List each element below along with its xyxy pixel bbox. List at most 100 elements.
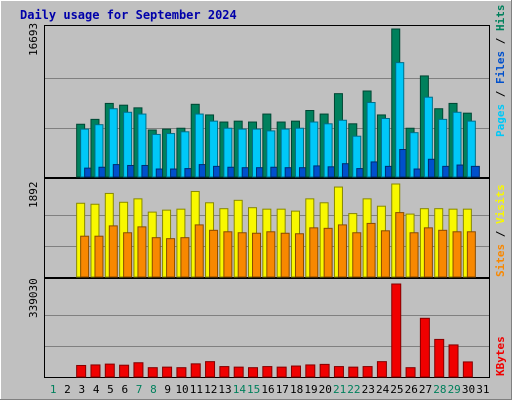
x-tick-label: 17 <box>276 383 289 396</box>
bar-kbytes-day-30 <box>462 361 473 378</box>
x-tick-label: 16 <box>261 383 274 396</box>
bar-kbytes-day-24 <box>376 361 387 378</box>
bar-kbytes-day-3 <box>76 364 87 378</box>
bar-sites-day-11 <box>194 224 204 278</box>
plot-bg-kbytes <box>44 278 490 378</box>
bar-sites-day-29 <box>452 231 462 278</box>
x-tick-label: 31 <box>476 383 489 396</box>
bar-kbytes-day-6 <box>119 364 130 378</box>
x-tick-label: 29 <box>448 383 461 396</box>
bar-kbytes-day-16 <box>262 366 273 378</box>
x-tick-label: 26 <box>405 383 418 396</box>
max-label-visits-sites: 1892 <box>27 182 40 209</box>
x-tick-label: 3 <box>78 383 85 396</box>
bar-sites-day-26 <box>409 232 419 278</box>
x-axis-labels: 1 2 3 4 5 6 7 8 9 10 11 12 13 14 15 16 17 18 19 20 21 22 23 24 2… <box>50 383 490 396</box>
bar-kbytes-day-22 <box>348 366 359 378</box>
bar-sites-day-25 <box>395 212 405 278</box>
bar-kbytes-day-19 <box>305 364 316 378</box>
bar-kbytes-day-11 <box>190 363 201 378</box>
x-tick-label: 20 <box>319 383 332 396</box>
axis-legend-visits-sites: Sites / Visits <box>494 184 507 277</box>
bar-sites-day-30 <box>466 231 476 278</box>
legend-sep-3: / <box>494 224 507 244</box>
bar-sites-day-8 <box>151 237 161 278</box>
bar-kbytes-day-27 <box>419 317 430 378</box>
bar-kbytes-day-8 <box>147 367 158 378</box>
x-tick-label: 12 <box>204 383 217 396</box>
legend-pages: Pages <box>494 104 507 137</box>
x-tick-label: 23 <box>362 383 375 396</box>
bar-kbytes-day-14 <box>233 366 244 378</box>
x-tick-label: 4 <box>93 383 100 396</box>
x-tick-label: 24 <box>376 383 390 396</box>
bar-kbytes-day-29 <box>448 344 459 378</box>
bar-sites-day-24 <box>380 230 390 278</box>
bar-kbytes-day-15 <box>248 367 259 378</box>
bar-sites-day-6 <box>123 232 133 278</box>
bar-kbytes-day-7 <box>133 362 144 378</box>
bar-kbytes-day-9 <box>162 366 173 378</box>
bar-sites-day-9 <box>166 238 176 278</box>
axis-legend-hits-files-pages: Pages / Files / Hits <box>494 5 507 138</box>
x-tick-label: 1 <box>50 383 57 396</box>
bar-sites-day-4 <box>94 235 104 278</box>
bar-sites-day-18 <box>294 233 304 278</box>
bar-sites-day-21 <box>337 224 347 278</box>
x-tick-label: 15 <box>247 383 260 396</box>
bar-sites-day-14 <box>237 232 247 278</box>
x-tick-label: 22 <box>347 383 360 396</box>
bar-sites-day-17 <box>280 232 290 278</box>
x-tick-label: 14 <box>233 383 247 396</box>
legend-visits: Visits <box>494 184 507 224</box>
bar-kbytes-day-5 <box>104 363 115 378</box>
bar-pages-day-30 <box>470 165 480 178</box>
bar-sites-day-23 <box>366 222 376 278</box>
bar-sites-day-7 <box>137 226 147 278</box>
x-tick-label: 7 <box>136 383 143 396</box>
bar-sites-day-20 <box>323 227 333 278</box>
legend-hits: Hits <box>494 5 507 32</box>
bar-kbytes-day-13 <box>219 366 230 378</box>
legend-sep-2: / <box>494 31 507 51</box>
legend-sites: Sites <box>494 244 507 277</box>
x-tick-label: 9 <box>164 383 171 396</box>
bar-kbytes-day-20 <box>319 363 330 378</box>
bar-kbytes-day-4 <box>90 364 101 378</box>
bar-sites-day-13 <box>223 231 233 278</box>
bar-sites-day-3 <box>80 235 90 278</box>
x-tick-label: 8 <box>150 383 157 396</box>
bar-sites-day-10 <box>180 237 190 278</box>
x-tick-label: 25 <box>390 383 403 396</box>
x-tick-label: 10 <box>175 383 188 396</box>
bar-kbytes-day-26 <box>405 367 416 378</box>
max-label-kbytes: 339030 <box>27 278 40 318</box>
bar-kbytes-day-23 <box>362 366 373 378</box>
bar-kbytes-day-18 <box>290 365 301 378</box>
chart-title: Daily usage for September 2024 <box>20 8 237 22</box>
bar-sites-day-22 <box>352 232 362 278</box>
x-tick-label: 5 <box>107 383 114 396</box>
x-tick-label: 18 <box>290 383 303 396</box>
bars <box>76 28 480 378</box>
x-tick-label: 6 <box>121 383 128 396</box>
bar-kbytes-day-25 <box>391 283 402 378</box>
axis-legend-kbytes: KBytes <box>494 336 507 376</box>
legend-sep-1: / <box>494 84 507 104</box>
legend-files: Files <box>494 51 507 84</box>
bar-sites-day-12 <box>209 229 219 278</box>
bar-sites-day-28 <box>438 229 448 278</box>
x-tick-label: 2 <box>64 383 71 396</box>
max-label-hits-files-pages: 16693 <box>27 23 40 56</box>
bar-sites-day-5 <box>108 225 118 278</box>
bar-sites-day-19 <box>309 227 319 278</box>
x-tick-label: 27 <box>419 383 432 396</box>
bar-sites-day-27 <box>423 227 433 278</box>
bar-kbytes-day-12 <box>205 361 216 378</box>
x-tick-label: 21 <box>333 383 346 396</box>
bar-kbytes-day-17 <box>276 366 287 378</box>
bar-sites-day-15 <box>252 232 262 278</box>
x-tick-label: 11 <box>190 383 203 396</box>
